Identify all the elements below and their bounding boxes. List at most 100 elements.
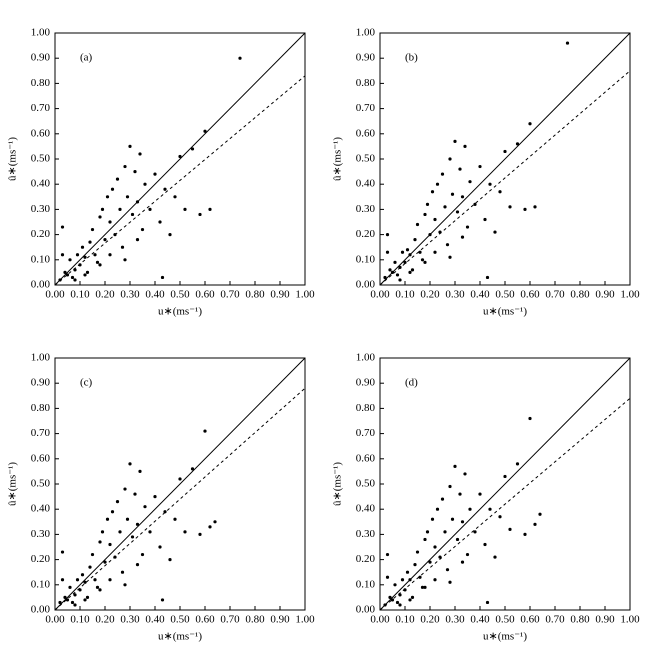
panel-label: (b) [405,52,418,64]
data-point [108,220,112,224]
data-point [98,588,102,592]
data-point [455,537,460,542]
y-tick-label: 0.00 [31,604,51,616]
data-point [528,416,532,421]
fit-line [379,397,631,611]
data-point [123,583,127,587]
data-point [493,555,497,559]
y-tick-label: 0.40 [31,178,51,190]
y-axis-label: û∗(ms⁻¹) [7,462,19,506]
data-point [388,268,392,272]
data-point [515,142,520,146]
data-point [93,578,97,582]
data-point [385,575,390,579]
data-point [498,515,502,519]
data-point [423,585,427,589]
data-point [60,578,65,582]
y-tick-label: 0.30 [31,528,51,540]
y-tick-label: 0.50 [31,478,51,490]
data-point [538,512,542,516]
data-point [190,467,195,471]
x-tick-label: 0.30 [445,614,465,626]
data-point [108,253,112,257]
data-point [140,552,145,557]
data-point [168,558,172,562]
y-tick-label: 0.80 [356,402,376,414]
data-point [148,530,152,534]
data-point [433,545,437,549]
data-point [133,170,137,174]
data-point [160,275,165,280]
y-tick-label: 0.20 [356,228,376,240]
data-point [183,207,187,211]
x-tick-label: 0.50 [170,614,190,626]
data-point [445,243,450,247]
data-point [408,598,412,602]
data-point [88,240,92,244]
x-tick-label: 0.00 [45,614,65,626]
data-point [488,507,492,511]
data-point [460,235,465,239]
y-tick-label: 0.30 [356,528,376,540]
x-tick-label: 0.60 [520,614,540,626]
data-point [135,522,140,526]
data-point [60,253,65,257]
x-tick-label: 0.50 [495,289,515,301]
data-point [103,238,107,242]
data-point [208,207,212,211]
y-tick-label: 0.70 [31,102,51,114]
x-tick-label: 1.00 [620,614,640,626]
data-point [388,595,392,600]
y-axis-label: û∗(ms⁻¹) [332,462,344,506]
y-tick-label: 0.90 [356,377,376,389]
data-point [408,270,412,274]
x-tick-label: 0.20 [95,289,115,301]
y-tick-label: 0.40 [356,503,376,515]
data-point [173,517,177,521]
fit-line [54,75,306,286]
y-tick-label: 1.00 [356,352,376,364]
data-point [403,260,407,264]
data-point [533,522,537,526]
data-point [198,532,202,537]
data-point [183,530,187,534]
data-point [68,585,72,589]
y-tick-label: 0.00 [356,604,376,616]
data-point [473,530,477,534]
data-point [100,207,105,211]
x-tick-label: 0.80 [570,614,590,626]
y-tick-label: 0.80 [31,77,51,89]
data-point [95,585,100,589]
data-point [88,565,92,569]
x-tick-label: 0.70 [220,614,240,626]
data-point [153,172,157,176]
data-point [460,520,465,524]
data-point [473,202,477,206]
data-point [115,177,120,181]
data-point [458,492,462,496]
data-point [433,578,437,582]
data-point [90,227,95,232]
data-point [428,560,432,564]
x-tick-label: 0.90 [595,614,615,626]
y-tick-label: 0.60 [31,127,51,139]
data-point [398,603,402,607]
y-tick-label: 0.00 [356,279,376,291]
x-tick-label: 0.00 [370,289,390,301]
x-axis-label: u∗(ms⁻¹) [158,631,202,643]
data-point [443,530,447,534]
y-tick-label: 0.10 [31,578,51,590]
data-point [178,477,182,481]
data-point [415,222,420,227]
data-point [93,253,97,257]
data-point [485,275,490,280]
data-point [383,275,387,280]
x-tick-label: 0.60 [195,289,215,301]
data-point [160,598,165,602]
data-point [108,578,112,582]
data-point [478,164,482,169]
y-tick-label: 0.60 [356,127,376,139]
data-point [123,258,127,262]
y-tick-label: 1.00 [31,352,51,364]
